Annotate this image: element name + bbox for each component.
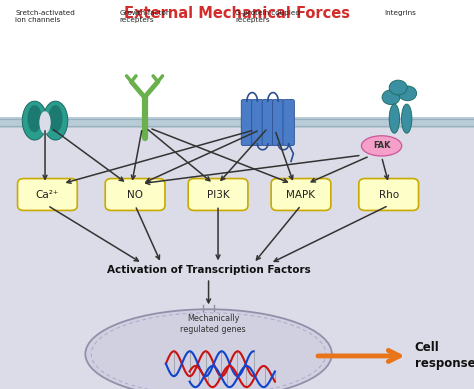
Bar	[0, 0, 474, 123]
FancyBboxPatch shape	[359, 179, 419, 210]
Ellipse shape	[399, 86, 417, 101]
Ellipse shape	[389, 104, 400, 133]
Text: FAK: FAK	[373, 141, 390, 151]
Text: Sretch-activated
ion channels: Sretch-activated ion channels	[15, 10, 75, 23]
FancyBboxPatch shape	[262, 100, 273, 145]
Text: Cell
response: Cell response	[415, 342, 474, 370]
Ellipse shape	[401, 104, 412, 133]
FancyBboxPatch shape	[105, 179, 165, 210]
Ellipse shape	[382, 90, 400, 105]
Ellipse shape	[27, 105, 42, 132]
Ellipse shape	[22, 101, 47, 140]
Text: Integrins: Integrins	[384, 10, 417, 16]
Ellipse shape	[48, 105, 63, 132]
Ellipse shape	[389, 80, 407, 95]
Text: Ca²⁺: Ca²⁺	[36, 189, 59, 200]
FancyBboxPatch shape	[271, 179, 331, 210]
Text: Growth-factor
recepters: Growth-factor recepters	[119, 10, 170, 23]
Ellipse shape	[39, 111, 51, 134]
Text: NO: NO	[127, 189, 143, 200]
Ellipse shape	[362, 136, 402, 156]
Ellipse shape	[43, 101, 68, 140]
Bar	[0, 117, 474, 128]
FancyBboxPatch shape	[18, 179, 77, 210]
FancyBboxPatch shape	[283, 100, 294, 145]
FancyBboxPatch shape	[252, 100, 263, 145]
Text: Rho: Rho	[379, 189, 399, 200]
Text: G-protein coupled
recepters: G-protein coupled recepters	[235, 10, 301, 23]
Ellipse shape	[85, 309, 332, 389]
Text: Activation of Transcription Factors: Activation of Transcription Factors	[107, 265, 310, 275]
Text: MAPK: MAPK	[286, 189, 316, 200]
Bar	[0, 123, 474, 389]
Text: Mechanically
regulated genes: Mechanically regulated genes	[181, 314, 246, 334]
FancyBboxPatch shape	[273, 100, 284, 145]
Text: External Mechanical Forces: External Mechanical Forces	[124, 6, 350, 21]
FancyBboxPatch shape	[188, 179, 248, 210]
Text: PI3K: PI3K	[207, 189, 229, 200]
FancyBboxPatch shape	[241, 100, 253, 145]
